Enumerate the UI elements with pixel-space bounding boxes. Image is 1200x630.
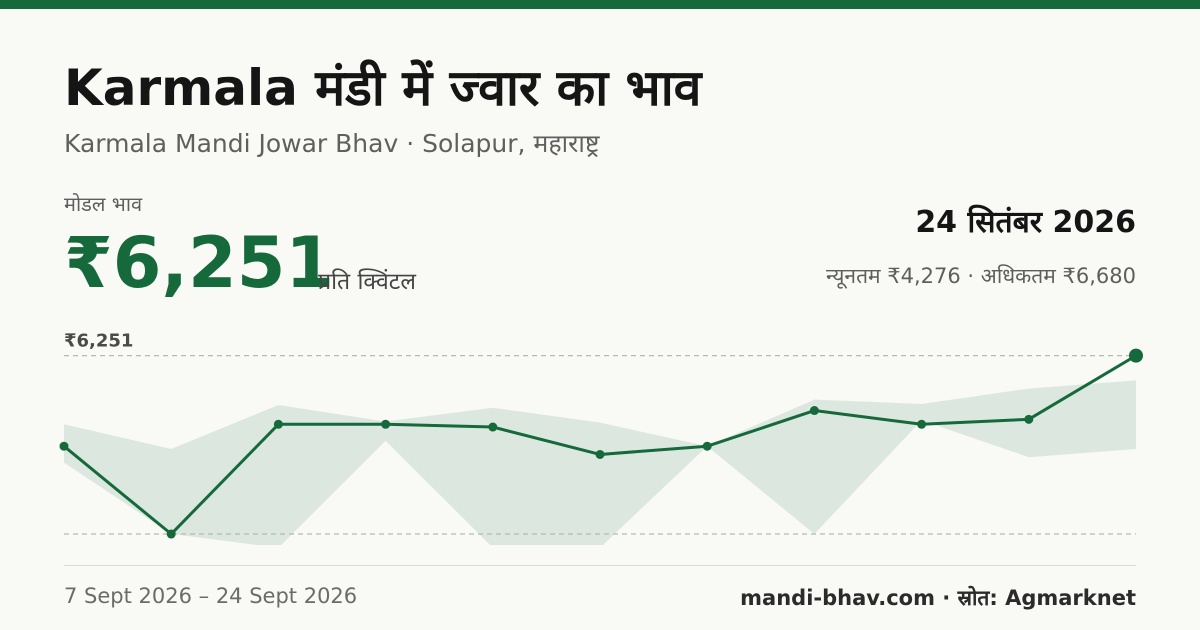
price-point: [381, 419, 391, 429]
min-max-band: [64, 380, 1136, 545]
price-point: [917, 419, 927, 429]
page-subtitle: Karmala Mandi Jowar Bhav · Solapur, महार…: [64, 129, 600, 158]
top-accent-bar: [0, 0, 1200, 9]
modal-price-value: ₹6,251: [64, 222, 335, 304]
price-point: [488, 422, 498, 432]
price-point: [809, 406, 819, 416]
price-point: [59, 441, 69, 451]
price-point: [273, 419, 283, 429]
price-point: [702, 441, 712, 451]
latest-price-point: [1129, 348, 1143, 363]
modal-price-label: मोडल भाव: [64, 192, 143, 216]
source-credit: mandi-bhav.com · स्रोत: Agmarknet: [740, 586, 1136, 610]
price-point: [166, 529, 176, 539]
reference-line-label: ₹6,251: [64, 331, 133, 352]
price-point: [595, 449, 605, 459]
price-trend-chart: ₹6,251₹3,000: [59, 331, 1143, 545]
date-range: 7 Sept 2026 – 24 Sept 2026: [64, 584, 358, 608]
price-point: [1024, 414, 1034, 424]
price-date: 24 सितंबर 2026: [915, 205, 1136, 240]
page-title: Karmala मंडी में ज्वार का भाव: [64, 59, 702, 117]
footer-divider: [64, 565, 1136, 566]
price-unit: प्रति क्विंटल: [318, 269, 416, 295]
min-max-price: न्यूनतम ₹4,276 · अधिकतम ₹6,680: [826, 264, 1136, 288]
